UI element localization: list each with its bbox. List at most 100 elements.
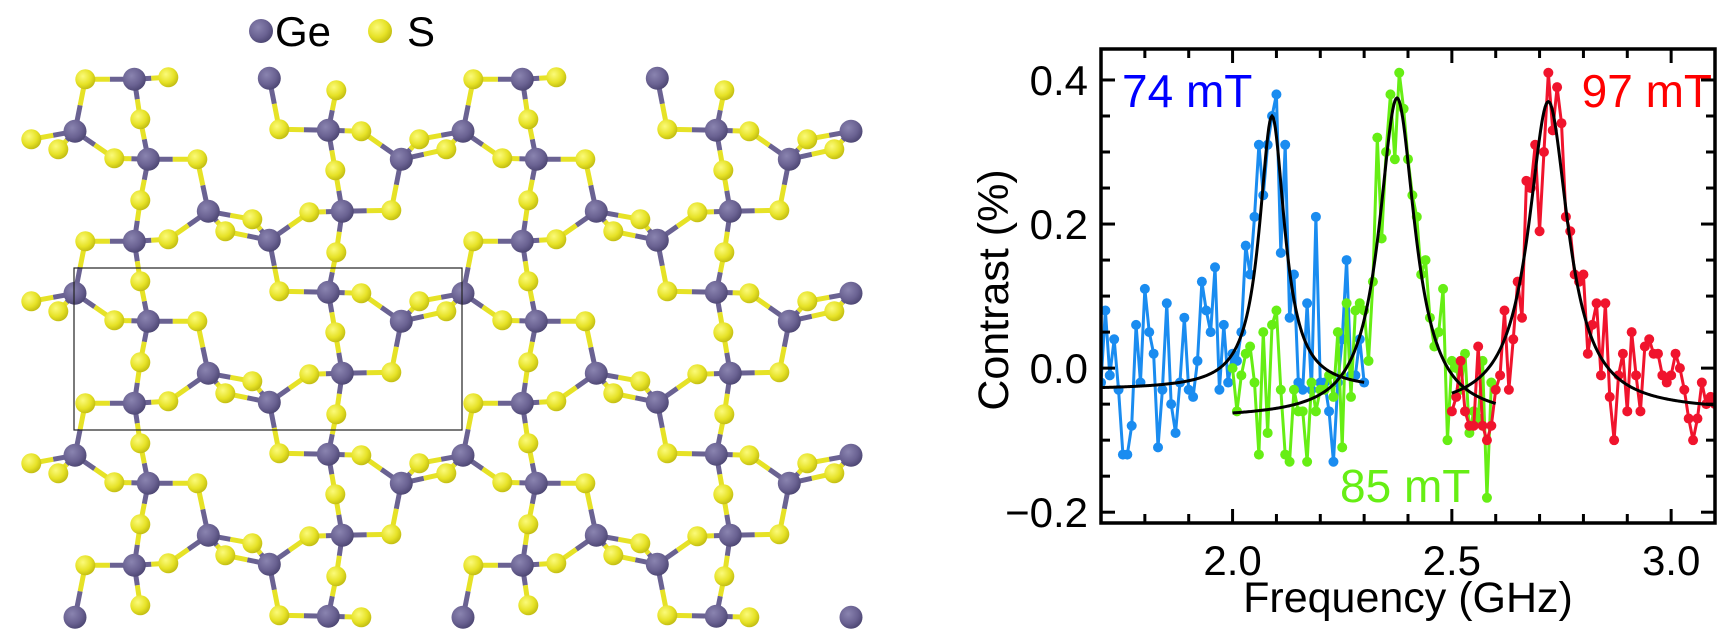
s-atom <box>158 67 179 88</box>
unit-cell-outline <box>73 267 463 431</box>
data-point <box>1249 211 1260 222</box>
s-atom <box>575 149 596 170</box>
ge-legend-label: Ge <box>275 8 331 55</box>
s-atom <box>603 383 624 404</box>
data-point <box>1245 341 1256 352</box>
data-point <box>1104 370 1115 381</box>
data-point <box>1345 391 1356 402</box>
data-point <box>1280 139 1291 150</box>
data-point <box>1661 377 1672 388</box>
data-point <box>1332 327 1343 338</box>
data-point <box>1617 348 1628 359</box>
data-point <box>1240 348 1251 359</box>
s-atom <box>603 221 624 242</box>
data-point <box>1652 348 1663 359</box>
data-point <box>1552 82 1563 93</box>
series-label-74mT: 74 mT <box>1122 65 1252 117</box>
s-atom <box>657 443 678 464</box>
ge-atom <box>777 147 801 171</box>
s-atom <box>657 119 678 140</box>
s-atom <box>381 362 402 383</box>
data-point <box>1341 255 1352 266</box>
s-legend-label: S <box>407 8 435 55</box>
s-atom <box>269 605 290 626</box>
data-point <box>1394 67 1405 78</box>
s-atom <box>546 391 567 412</box>
data-point <box>1297 406 1308 417</box>
s-atom <box>603 545 624 566</box>
data-point <box>1258 327 1269 338</box>
s-atom <box>158 391 179 412</box>
data-point <box>1210 262 1221 273</box>
s-atom <box>130 433 151 454</box>
ge-atom <box>122 553 146 577</box>
fit-layer <box>1101 96 1715 415</box>
data-point <box>1188 391 1199 402</box>
s-atom <box>215 383 236 404</box>
ge-atom <box>704 442 728 466</box>
data-point <box>1679 384 1690 395</box>
s-atom <box>824 139 845 160</box>
s-atom <box>299 202 320 223</box>
atoms <box>21 66 863 629</box>
data-point <box>1157 384 1168 395</box>
s-atom <box>687 526 708 547</box>
x-axis-title: Frequency (GHz) <box>1243 574 1573 622</box>
data-point <box>1683 413 1694 424</box>
s-atom <box>492 310 513 331</box>
data-point <box>1223 377 1234 388</box>
data-point <box>1354 298 1365 309</box>
s-atom <box>75 393 96 414</box>
data-point <box>1214 384 1225 395</box>
ge-atom <box>316 118 340 142</box>
ge-atom <box>510 229 534 253</box>
s-atom <box>326 404 347 425</box>
data-point <box>1310 406 1321 417</box>
ge-atom <box>316 280 340 304</box>
data-point <box>1350 305 1361 316</box>
ge-atom <box>524 471 548 495</box>
s-atom <box>130 190 151 211</box>
s-atom <box>130 352 151 373</box>
data-point <box>1442 435 1453 446</box>
s-atom <box>713 160 734 181</box>
s-atom <box>546 229 567 250</box>
ge-atom <box>839 443 863 467</box>
data-point <box>1604 391 1615 402</box>
y-tick-label: 0.4 <box>1030 57 1088 104</box>
ge-atom <box>718 523 742 547</box>
s-atom <box>326 80 347 101</box>
data-point <box>1420 255 1431 266</box>
ge-atom <box>316 604 340 628</box>
s-atom <box>242 371 263 392</box>
data-point <box>1582 348 1593 359</box>
ge-atom <box>645 552 669 576</box>
s-atom <box>463 393 484 414</box>
s-atom <box>75 69 96 90</box>
ge-atom <box>718 361 742 385</box>
data-point <box>1451 391 1462 402</box>
series-layer <box>1101 67 1715 503</box>
s-atom <box>463 69 484 90</box>
s-atom <box>575 473 596 494</box>
data-point <box>1302 456 1313 467</box>
data-point <box>1275 247 1286 258</box>
s-atom <box>325 160 346 181</box>
s-atom <box>739 445 760 466</box>
s-atom <box>436 301 457 322</box>
ge-atom <box>257 228 281 252</box>
data-point <box>1253 139 1264 150</box>
ge-atom <box>451 119 475 143</box>
s-atom <box>21 291 42 312</box>
s-atom <box>269 119 290 140</box>
ge-atom <box>524 309 548 333</box>
ge-atom <box>524 147 548 171</box>
data-point <box>1310 211 1321 222</box>
ge-atom <box>122 229 146 253</box>
data-point <box>1389 154 1400 165</box>
data-point <box>1460 348 1471 359</box>
data-point <box>1464 427 1475 438</box>
s-atom <box>351 445 372 466</box>
s-atom <box>299 364 320 385</box>
data-point <box>1692 413 1703 424</box>
